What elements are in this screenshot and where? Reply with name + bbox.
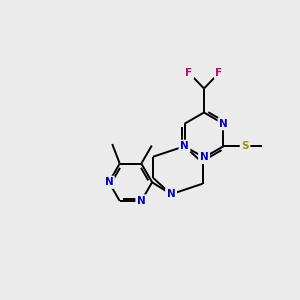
Text: N: N [200,152,208,163]
Text: S: S [241,141,249,151]
Text: N: N [137,196,146,206]
Text: N: N [167,189,176,199]
Text: F: F [215,68,223,78]
Text: F: F [185,68,193,78]
Text: N: N [219,119,228,129]
Text: N: N [104,177,113,187]
Text: N: N [180,141,189,151]
